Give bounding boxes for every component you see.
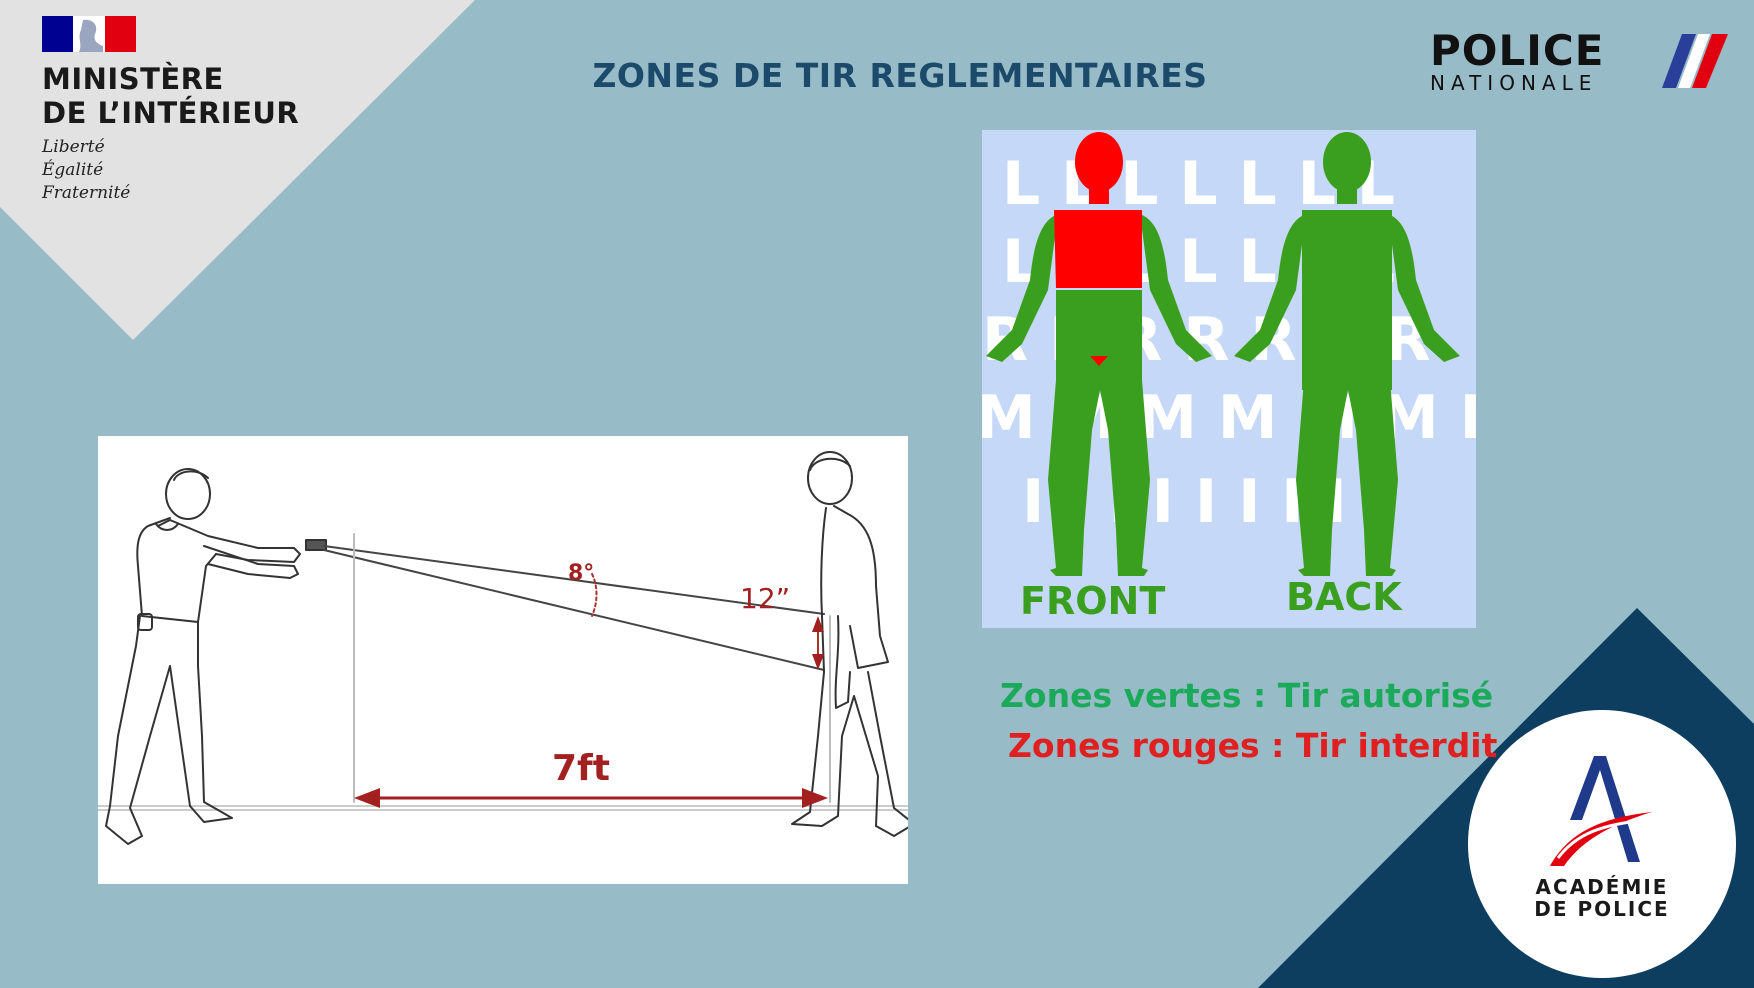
tricolor-stripes-icon <box>1662 34 1728 88</box>
motto-liberte: Liberté <box>42 137 105 157</box>
academy-a-icon <box>1550 756 1652 866</box>
front-body-figure <box>986 132 1212 576</box>
slide-title: ZONES DE TIR REGLEMENTAIRES <box>592 56 1208 95</box>
academy-line1: ACADÉMIE <box>1535 875 1669 899</box>
academy-line2: DE POLICE <box>1534 897 1670 921</box>
police-word: POLICE <box>1430 26 1605 75</box>
ministry-title-line2: DE L’INTÉRIEUR <box>42 96 300 130</box>
taser-range-diagram: 8° 12” 7ft <box>97 436 915 884</box>
officer-figure <box>105 468 301 845</box>
motto-fraternite: Fraternité <box>42 183 131 203</box>
police-nationale-logo: POLICE NATIONALE <box>1430 30 1730 100</box>
front-label: FRONT <box>1020 579 1165 623</box>
back-label: BACK <box>1286 575 1403 619</box>
shooting-zones-diagram: L L L L L L L L L L L L L L R R R R R R … <box>982 130 1476 628</box>
marianne-flag-icon <box>42 16 136 52</box>
ministry-corner-triangle <box>0 0 475 340</box>
legend-red-zones: Zones rouges : Tir interdit <box>1008 726 1498 765</box>
angle-label: 8° <box>568 561 594 586</box>
legend-green-zones: Zones vertes : Tir autorisé <box>1000 676 1494 715</box>
suspect-figure <box>791 451 915 837</box>
nationale-word: NATIONALE <box>1430 71 1598 95</box>
distance-label: 7ft <box>552 748 610 789</box>
height-label: 12” <box>740 582 790 615</box>
back-body-figure <box>1234 132 1460 576</box>
ministry-title-line1: MINISTÈRE <box>42 62 224 96</box>
academie-de-police-logo: ACADÉMIE DE POLICE <box>1468 710 1736 978</box>
ministry-logo: MINISTÈRE DE L’INTÉRIEUR Liberté Égalité… <box>42 16 299 205</box>
motto-egalite: Égalité <box>42 160 104 180</box>
